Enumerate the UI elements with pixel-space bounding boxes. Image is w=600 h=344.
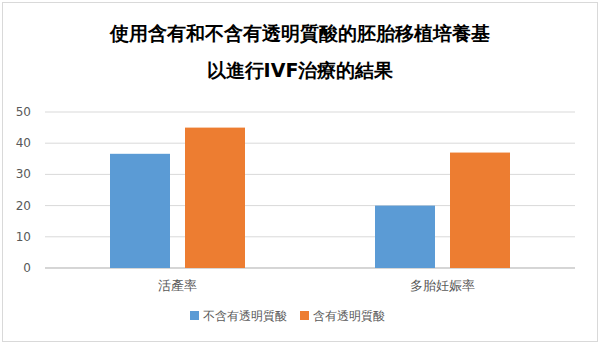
bar — [375, 206, 435, 268]
grid-line — [45, 112, 575, 113]
legend-swatch — [190, 311, 199, 320]
bars — [110, 128, 510, 268]
bar — [185, 128, 245, 268]
y-tick-label: 20 — [16, 199, 31, 213]
y-tick-label: 40 — [16, 136, 31, 150]
y-tick-label: 50 — [16, 105, 31, 119]
bar — [450, 153, 510, 268]
chart-frame — [3, 3, 598, 342]
legend-label: 含有透明質酸 — [313, 309, 385, 323]
y-tick-label: 10 — [16, 230, 31, 244]
y-tick-label: 30 — [16, 167, 31, 181]
chart-title: 以進行IVF治療的結果 — [207, 59, 395, 81]
legend: 不含有透明質酸 含有透明質酸 — [190, 309, 385, 323]
grid-line — [45, 143, 575, 144]
chart-title: 使用含有和不含有透明質酸的胚胎移植培養基 — [109, 22, 490, 44]
legend-label: 不含有透明質酸 — [203, 309, 287, 323]
x-tick-label: 多胎妊娠率 — [410, 278, 475, 293]
legend-swatch — [300, 311, 309, 320]
y-tick-label: 0 — [23, 261, 31, 275]
chart-svg: 使用含有和不含有透明質酸的胚胎移植培養基以進行IVF治療的結果 0 10 20 30 40… — [0, 0, 600, 344]
x-tick-label: 活產率 — [158, 278, 197, 293]
bar — [110, 154, 170, 268]
chart-container: 使用含有和不含有透明質酸的胚胎移植培養基以進行IVF治療的結果 0 10 20 30 40… — [0, 0, 600, 344]
